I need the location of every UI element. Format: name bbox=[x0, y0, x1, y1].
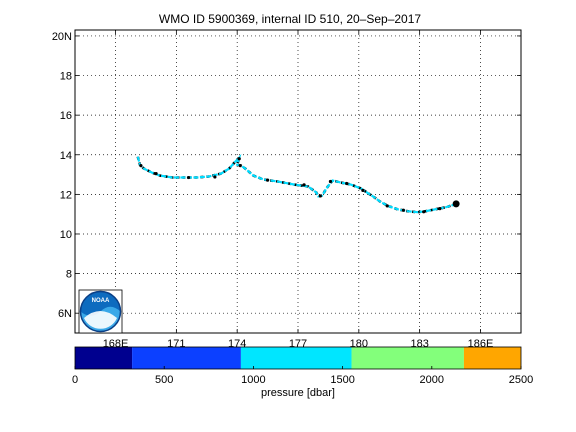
colorbar-tick-label: 500 bbox=[155, 374, 173, 386]
colorbar-tick-label: 1000 bbox=[241, 374, 265, 386]
y-axis: 6N 8 10 12 14 16 18 20N bbox=[52, 31, 521, 320]
y-tick-label: 16 bbox=[60, 110, 72, 122]
colorbar-tick-label: 2000 bbox=[420, 374, 444, 386]
track-line bbox=[136, 153, 457, 214]
profile-marker bbox=[186, 175, 191, 180]
profile-marker bbox=[385, 204, 389, 208]
profile-marker bbox=[238, 164, 242, 168]
profile-marker bbox=[154, 171, 158, 176]
y-tick-label: 8 bbox=[66, 269, 72, 281]
y-tick-label: 10 bbox=[60, 229, 72, 241]
last-position-marker bbox=[452, 200, 460, 208]
y-tick-label: 18 bbox=[60, 71, 72, 83]
y-tick-label: 12 bbox=[60, 189, 72, 201]
colorbar-frame bbox=[74, 346, 522, 370]
colorbar-bin bbox=[75, 347, 133, 369]
colorbar-bin bbox=[240, 347, 352, 369]
profile-marker bbox=[401, 208, 406, 212]
y-tick-label: 20N bbox=[52, 31, 72, 43]
colorbar-label: pressure [dbar] bbox=[261, 387, 335, 399]
colorbar-bin bbox=[132, 347, 241, 369]
profile-marker bbox=[422, 210, 426, 214]
grid bbox=[75, 30, 521, 333]
profile-marker bbox=[302, 183, 306, 187]
profile-marker bbox=[438, 207, 442, 211]
y-tick-label: 14 bbox=[60, 150, 72, 162]
noaa-logo: NOAA bbox=[78, 289, 123, 334]
colorbar-bin bbox=[351, 347, 464, 369]
profile-marker bbox=[213, 175, 217, 179]
profile-marker bbox=[237, 157, 241, 161]
colorbar-tick-label: 1500 bbox=[330, 374, 354, 386]
colorbar-tick-label: 2500 bbox=[509, 374, 533, 386]
profile-marker bbox=[345, 181, 349, 186]
colorbar-tick-label: 0 bbox=[72, 374, 78, 386]
profile-marker bbox=[318, 194, 322, 198]
chart-title: WMO ID 5900369, internal ID 510, 20–Sep–… bbox=[159, 12, 421, 26]
profile-marker bbox=[265, 178, 270, 182]
float-track bbox=[136, 153, 457, 214]
profile-marker bbox=[139, 164, 143, 168]
logo-text: NOAA bbox=[92, 298, 110, 304]
profile-marker bbox=[361, 188, 365, 193]
y-tick-label: 6N bbox=[58, 308, 72, 320]
colorbar-bin bbox=[463, 347, 521, 369]
profile-marker bbox=[328, 179, 333, 184]
colorbar bbox=[74, 346, 522, 370]
colorbar-ticks: 0 500 1000 1500 2000 2500 bbox=[72, 366, 533, 386]
profile-markers bbox=[139, 157, 460, 214]
